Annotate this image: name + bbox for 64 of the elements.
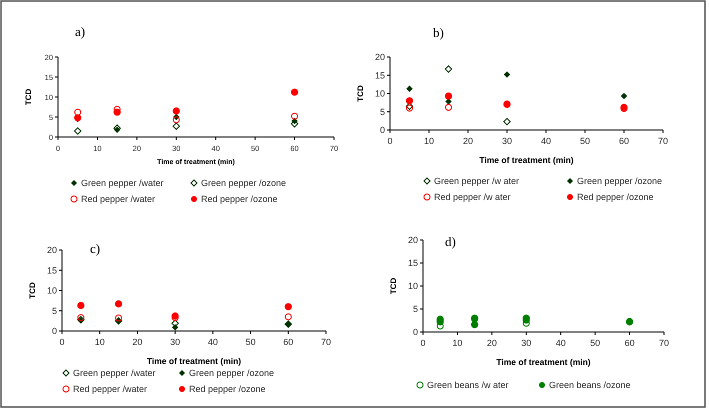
legend-label: Red pepper /ozone [577,192,654,202]
x-tick-label: 50 [580,136,590,146]
y-axis-title: TCD [356,85,365,102]
y-tick-label: 10 [408,281,418,291]
legend-label: Red pepper /water [81,194,156,204]
legend-label: Green pepper /water [73,368,156,378]
x-tick-label: 30 [170,337,180,347]
x-tick-label: 50 [590,338,600,348]
chart-title: c) [90,241,100,256]
x-tick-label: 70 [320,337,332,347]
x-tick-label: 20 [486,338,497,348]
y-tick-label: 0 [52,326,57,336]
x-tick-label: 60 [618,136,630,146]
y-tick-label: 20 [408,235,418,245]
y-axis-title: TCD [24,88,33,106]
y-tick-label: 15 [374,70,385,80]
x-tick-label: 60 [624,338,635,348]
x-tick-label: 70 [658,136,668,146]
chart-title: d) [445,234,456,249]
y-tick-label: 15 [46,265,57,276]
legend-label: Green beans /w ater [427,380,509,390]
x-tick-label: 30 [521,338,532,348]
y-tick-label: 5 [52,306,57,316]
x-tick-label: 50 [246,337,256,347]
x-tick-label: 10 [94,337,105,347]
y-tick-label: 5 [412,304,418,314]
x-axis-title: Time of treatment (min) [496,357,591,367]
legend-label: Green pepper /ozone [201,178,286,188]
legend-label: Green pepper /water [81,178,164,188]
y-axis-title: TCD [28,282,37,299]
chart-title: a) [75,24,86,39]
y-tick-label: 20 [46,245,57,255]
legend-label: Red pepper /ozone [201,194,278,204]
x-tick-label: 70 [658,338,670,348]
y-tick-label: 0 [412,327,418,337]
x-tick-label: 30 [502,136,512,146]
x-tick-label: 0 [387,136,393,146]
x-axis-title: Time of treatment (min) [146,356,242,366]
legend-label: Red pepper /ozone [189,384,266,394]
legend-label: Red pepper /w ater [434,192,511,202]
x-tick-label: 40 [208,337,218,347]
legend-label: Green pepper /w ater [434,176,520,186]
y-tick-label: 20 [374,52,385,62]
x-tick-label: 0 [59,337,65,347]
x-tick-label: 10 [452,338,462,348]
legend-label: Green pepper /ozone [189,368,274,378]
x-axis-title: Time of treatment (min) [479,155,574,165]
y-axis-title: TCD [389,278,398,294]
x-tick-label: 10 [424,136,434,146]
y-tick-label: 0 [380,125,385,135]
chart-title: b) [433,25,444,40]
y-tick-label: 5 [380,106,385,117]
x-tick-label: 20 [462,136,474,146]
x-tick-label: 60 [283,337,294,347]
y-tick-label: 15 [408,258,418,268]
legend-label: Green pepper /ozone [577,176,662,186]
x-tick-label: 20 [132,337,142,347]
x-tick-label: 40 [540,136,552,146]
legend-label: Green beans /ozone [549,380,631,390]
y-tick-label: 10 [374,88,385,98]
x-tick-label: 40 [556,338,566,348]
legend-label: Red pepper /water [73,384,148,394]
y-tick-label: 10 [46,286,57,296]
x-tick-label: 0 [420,338,426,348]
